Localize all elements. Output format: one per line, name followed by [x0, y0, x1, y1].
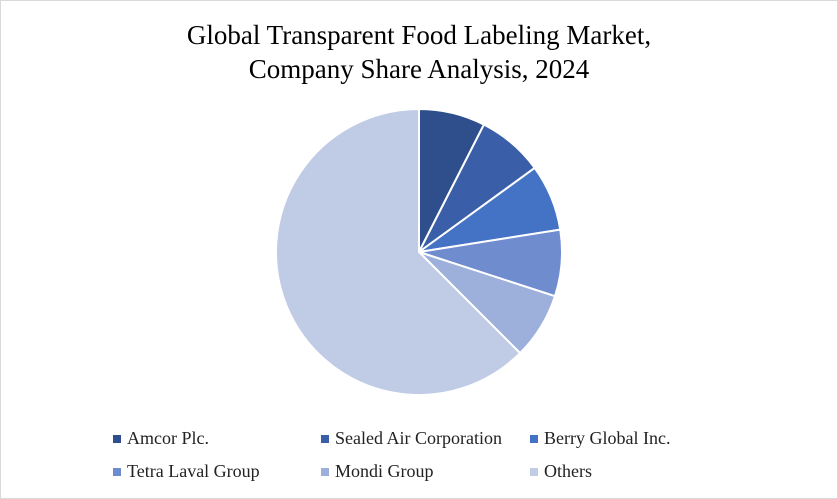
- pie-slice-others: [275, 107, 522, 396]
- chart-title-line-2: Company Share Analysis, 2024: [248, 54, 590, 84]
- chart-title-line-1: Global Transparent Food Labeling Market,: [186, 20, 652, 50]
- chart-title: Global Transparent Food Labeling Market,…: [0, 18, 838, 86]
